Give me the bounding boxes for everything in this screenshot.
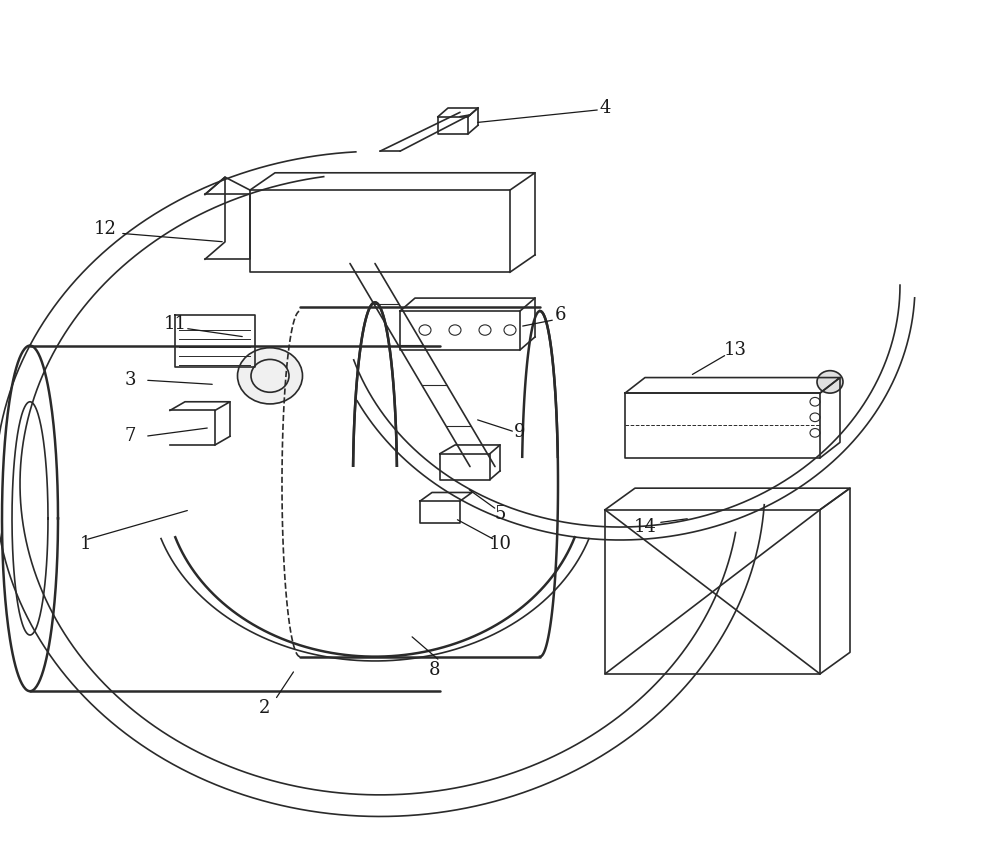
- Text: 11: 11: [164, 315, 186, 333]
- Text: 6: 6: [554, 307, 566, 324]
- Text: 3: 3: [124, 372, 136, 389]
- Text: 10: 10: [488, 536, 512, 553]
- Text: 12: 12: [94, 220, 116, 238]
- Text: 14: 14: [634, 518, 656, 536]
- Text: 2: 2: [259, 700, 271, 717]
- Text: 13: 13: [724, 341, 746, 359]
- Text: 8: 8: [429, 661, 441, 678]
- Text: 4: 4: [599, 99, 611, 117]
- Circle shape: [817, 371, 843, 393]
- Text: 7: 7: [124, 428, 136, 445]
- Ellipse shape: [238, 347, 302, 404]
- Text: 5: 5: [494, 505, 506, 523]
- Text: 9: 9: [514, 423, 526, 441]
- Text: 1: 1: [79, 536, 91, 553]
